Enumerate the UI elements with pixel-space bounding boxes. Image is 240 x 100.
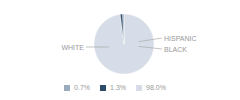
html-text:0.7%: 0.7% xyxy=(74,84,91,91)
svg-text:HISPANIC: HISPANIC xyxy=(164,35,197,42)
html-text:98.0%: 98.0% xyxy=(146,84,166,91)
svg-text:BLACK: BLACK xyxy=(164,46,187,53)
html-text:1.3%: 1.3% xyxy=(110,84,126,91)
svg-text:WHITE: WHITE xyxy=(61,44,84,51)
